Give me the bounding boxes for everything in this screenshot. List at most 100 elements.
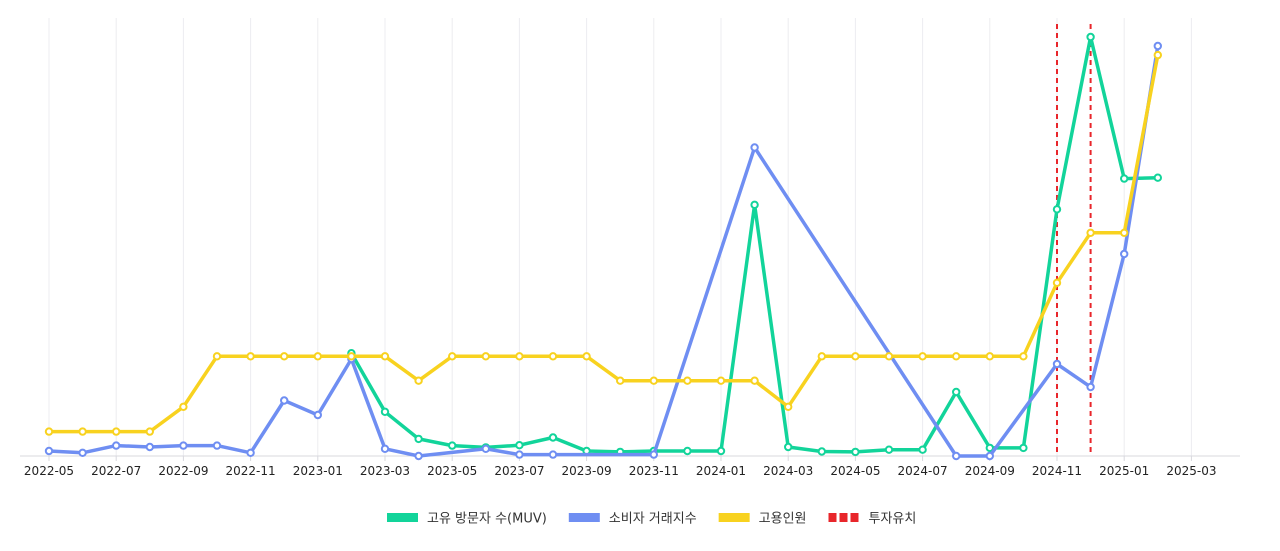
data-point [145,427,155,436]
data-point [179,441,188,450]
legend-swatch [828,513,837,522]
data-point [683,446,692,456]
data-point [44,427,54,436]
data-point [246,352,255,361]
data-point [716,376,726,385]
data-point [380,407,390,416]
x-tick-label: 2023-01 [293,464,343,478]
legend-item[interactable]: 고유 방문자 수(MUV) [387,512,547,527]
x-tick-label: 2024-09 [965,464,1015,478]
data-point [448,352,457,361]
data-point [414,376,423,385]
data-point [817,352,826,361]
data-point [952,451,961,461]
data-point [313,352,322,361]
x-tick-label: 2023-07 [494,464,544,478]
legend-swatch [839,513,848,522]
data-point [1120,228,1129,238]
data-point [548,433,558,442]
data-point [1086,32,1095,42]
x-tick-label: 2022-07 [91,464,141,478]
x-tick-label: 2023-11 [629,464,679,478]
data-point [952,387,961,397]
data-point [112,427,121,436]
series-3 [44,50,1163,436]
data-point [918,352,927,361]
data-point [414,434,423,444]
x-tick-label: 2023-09 [562,464,612,478]
data-point [918,445,927,454]
data-point [515,441,524,450]
data-point [145,442,155,452]
data-point [280,396,289,405]
data-point [481,444,490,453]
data-point [1086,382,1095,392]
data-point [481,352,490,361]
data-point [44,446,54,456]
legend-swatch [387,513,418,522]
data-point [1153,50,1163,60]
data-point [582,352,591,361]
data-point [1120,249,1129,259]
data-point [952,352,961,361]
data-point [112,441,121,450]
data-point [1019,352,1028,361]
data-point [212,441,222,450]
data-point [280,352,289,361]
data-point [1052,205,1062,214]
legend-label: 소비자 거래지수 [609,512,697,527]
data-point [548,352,558,361]
data-point [380,352,390,361]
data-point [515,450,524,459]
series-line [47,53,1160,434]
data-point [1153,41,1163,51]
x-tick-label: 2024-05 [830,464,880,478]
legend-item[interactable]: 소비자 거래지수 [568,512,697,527]
data-point [716,446,726,456]
x-tick-label: 2022-11 [226,464,276,478]
data-point [851,447,860,457]
data-point [985,352,994,361]
series-line [47,44,1160,458]
x-tick-label: 2025-03 [1166,464,1216,478]
legend-swatch [568,513,600,522]
data-point [750,376,759,385]
data-point [884,445,894,454]
data-point [649,376,658,385]
data-point [683,376,692,385]
legend-swatch [850,513,859,522]
legend-label: 투자유치 [869,512,917,527]
data-point [313,410,322,420]
legend-item[interactable]: 투자유치 [828,512,917,527]
vertical-grid [48,18,1192,456]
data-point [246,448,255,457]
series-1 [347,32,1163,457]
data-point [380,444,390,453]
data-point [784,402,793,411]
x-tick-label: 2024-07 [898,464,948,478]
data-point [179,402,188,411]
x-tick-label: 2025-01 [1099,464,1149,478]
legend-item[interactable]: 고용인원 [718,512,807,527]
data-point [784,442,793,452]
legend-label: 고유 방문자 수(MUV) [427,512,547,527]
data-point [649,450,658,459]
data-point [1052,278,1062,287]
legend: 고유 방문자 수(MUV) 소비자 거래지수 고용인원 투자유치 [387,512,916,527]
data-point [750,200,759,210]
series-lines [44,32,1163,461]
legend-label: 고용인원 [759,512,807,527]
data-point [347,352,356,361]
data-point [78,427,87,436]
x-axis: 2022-05 2022-07 2022-09 2022-11 2023-01 2023-… [20,455,1240,478]
x-tick-label: 2022-09 [158,464,208,478]
x-tick-label: 2022-05 [24,464,74,478]
data-point [448,441,457,450]
x-tick-label: 2024-03 [763,464,813,478]
data-point [851,352,860,361]
data-point [212,352,222,361]
data-point [1019,443,1028,453]
data-point [548,450,558,459]
series-2 [44,41,1163,461]
x-tick-label: 2023-05 [427,464,477,478]
